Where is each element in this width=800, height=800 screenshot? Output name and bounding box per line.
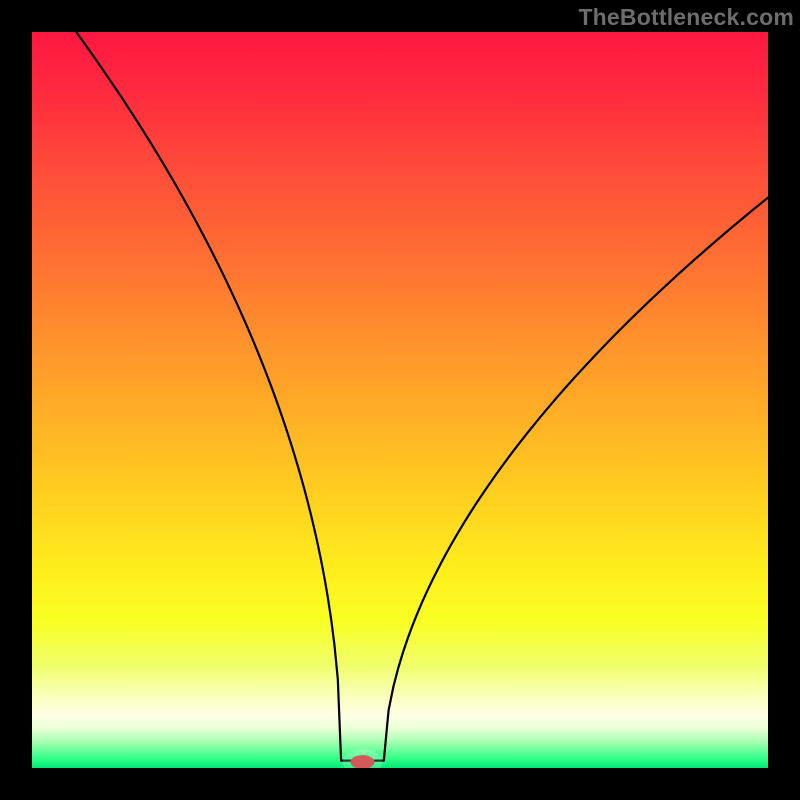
plot-area — [32, 32, 768, 768]
bottleneck-curve-chart — [32, 32, 768, 768]
watermark-text: TheBottleneck.com — [578, 4, 794, 31]
bottleneck-curve — [76, 32, 768, 761]
